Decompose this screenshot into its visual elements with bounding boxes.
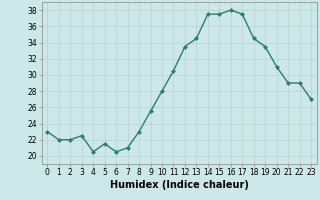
X-axis label: Humidex (Indice chaleur): Humidex (Indice chaleur) <box>110 180 249 190</box>
